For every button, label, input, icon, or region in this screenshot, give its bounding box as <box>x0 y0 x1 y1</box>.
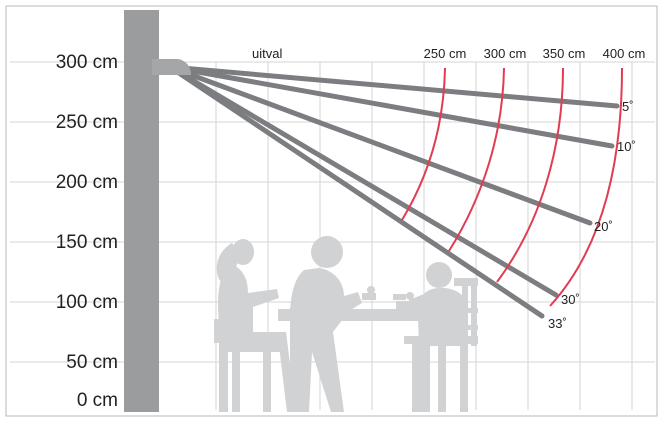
pole <box>124 10 159 412</box>
distance-label: 250 cm <box>424 46 467 61</box>
distance-arcs <box>401 67 623 307</box>
beam-line-20deg <box>167 64 593 226</box>
y-axis-labels: 300 cm 250 cm 200 cm 150 cm 100 cm 50 cm… <box>56 52 118 411</box>
angle-label: 5˚ <box>622 99 634 114</box>
distance-label: 300 cm <box>484 46 527 61</box>
y-tick-label: 300 cm <box>56 52 118 73</box>
beam-line-5deg <box>167 64 620 109</box>
distance-labels: 250 cm 300 cm 350 cm 400 cm <box>424 46 646 61</box>
uitval-label: uitval <box>252 46 282 61</box>
diagram-frame <box>5 5 658 417</box>
y-tick-label: 0 cm <box>77 390 118 411</box>
y-tick-label: 150 cm <box>56 232 118 253</box>
beam-line-10deg <box>167 64 615 149</box>
lamp-head <box>152 59 191 75</box>
y-tick-label: 50 cm <box>66 352 118 373</box>
arc-300 <box>448 67 505 252</box>
y-tick-label: 100 cm <box>56 292 118 313</box>
beam-line-30deg <box>167 64 559 298</box>
angle-label: 30˚ <box>561 292 580 307</box>
arc-400 <box>549 67 623 307</box>
y-tick-label: 200 cm <box>56 172 118 193</box>
arc-250 <box>401 67 446 221</box>
distance-label: 350 cm <box>543 46 586 61</box>
dining-people-silhouette <box>214 236 478 412</box>
beam-lines <box>167 64 620 319</box>
beam-line-33deg <box>167 64 545 319</box>
angle-label: 33˚ <box>548 316 567 331</box>
angle-label: 10˚ <box>617 139 636 154</box>
arc-350 <box>496 67 564 283</box>
angle-label: 20˚ <box>594 219 613 234</box>
angle-labels: 5˚ 10˚ 20˚ 30˚ 33˚ <box>548 99 636 331</box>
distance-label: 400 cm <box>603 46 646 61</box>
y-tick-label: 250 cm <box>56 112 118 133</box>
